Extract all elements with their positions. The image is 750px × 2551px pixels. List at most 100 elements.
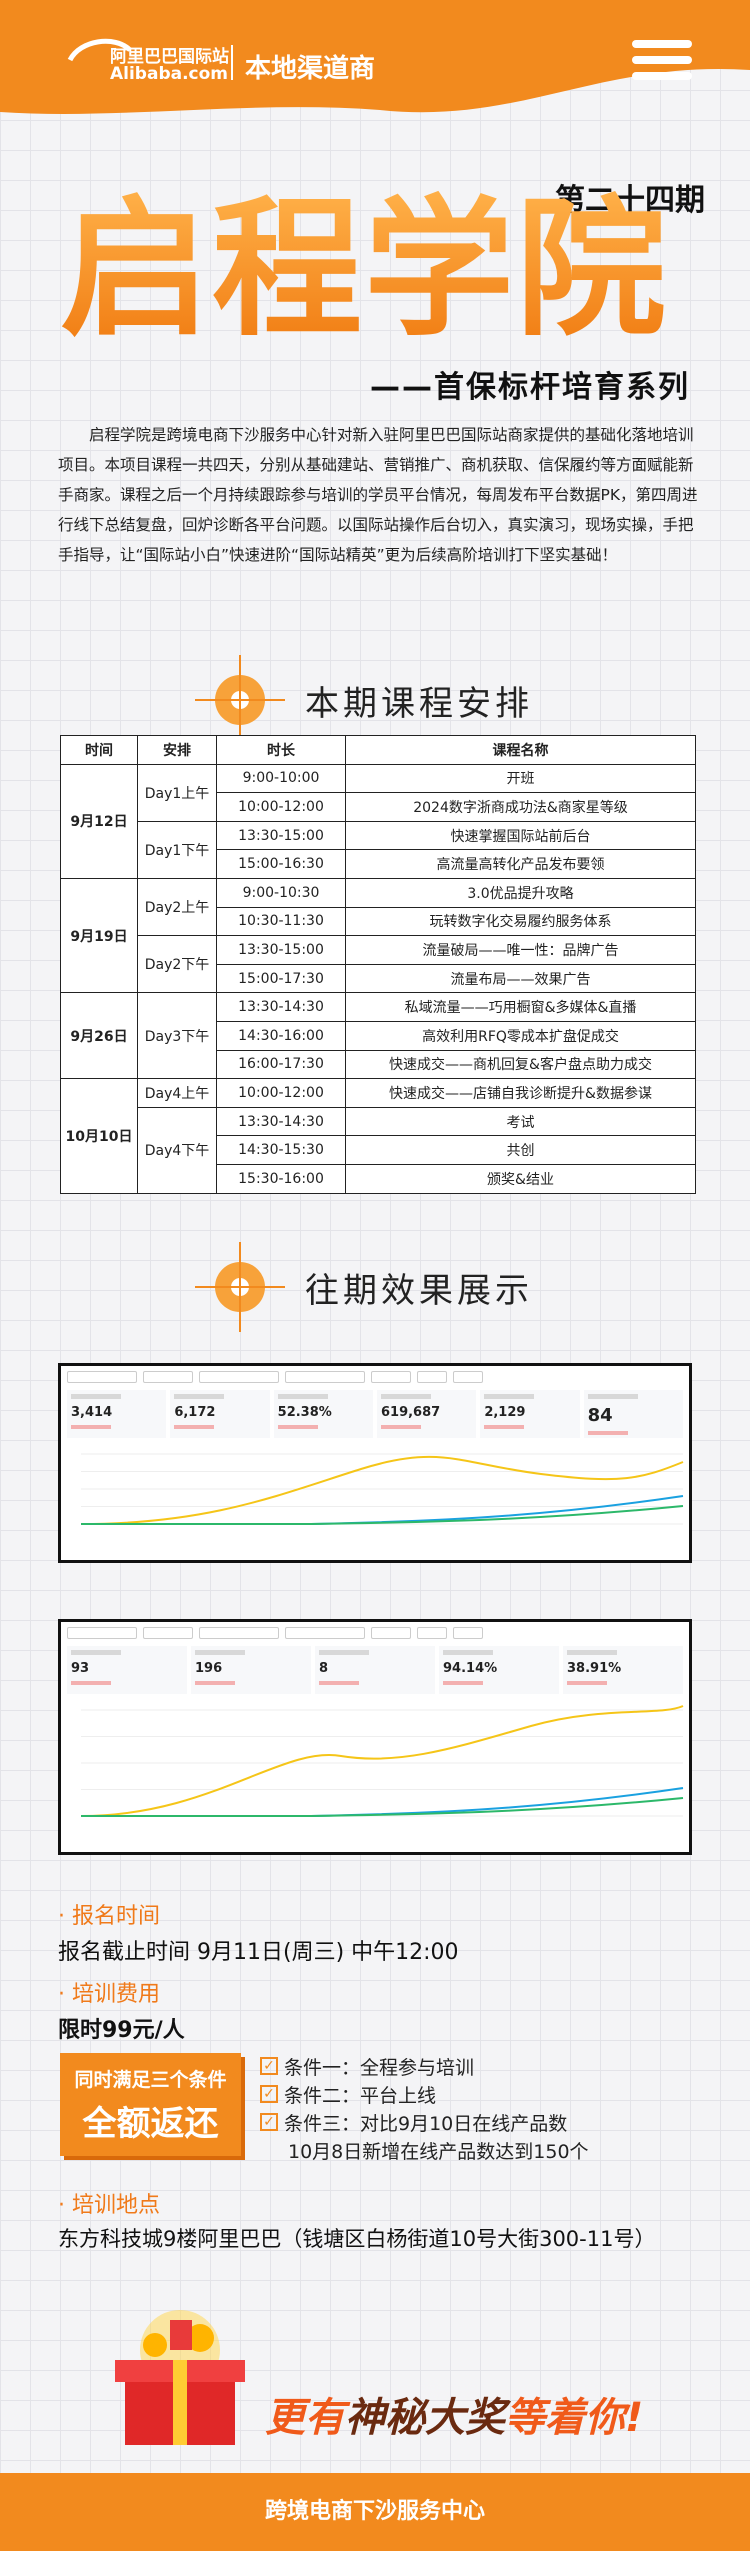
toolbar [61,1366,689,1388]
metric-card: 84 [583,1390,683,1438]
toolbar-field [453,1371,483,1383]
checkbox-icon: ✓ [260,2085,278,2103]
course-cell: 快速成交——商机回复&客户盘点助力成交 [345,1049,696,1080]
time-cell: 10:00-12:00 [216,792,346,822]
signup-label: · 报名时间 [58,1904,161,1929]
fee-text: 限时99元/人 [58,2018,185,2043]
toolbar-field [371,1627,411,1639]
metric-value: 84 [587,1405,613,1426]
trend-line [81,1797,684,1817]
hero-title: 启程学院 [60,185,700,355]
trend-line [81,1495,684,1525]
toolbar-field [67,1627,137,1639]
column-header: 安排 [137,735,217,765]
metric-caption [195,1681,235,1685]
channel: 本地渠道商 [245,54,376,84]
trend-line [81,1505,684,1525]
checkbox-icon: ✓ [260,2057,278,2075]
time-cell: 13:30-14:30 [216,992,346,1022]
schedule-row: 14:30-15:30 共创 [61,1135,696,1165]
label-text: 培训费用 [72,1982,161,2007]
session-cell: Day2上午 [137,877,217,937]
trend-line [80,1705,684,1817]
time-cell: 13:30-15:00 [216,820,346,851]
metric-card: 6,172 [170,1390,270,1438]
metric-value: 38.91% [567,1661,622,1676]
metric-card: 8 [315,1646,435,1694]
time-cell: 15:00-16:30 [216,849,346,879]
session-cell: Day4下午 [137,1106,217,1194]
logo-cn: 阿里巴巴国际站 [110,47,229,67]
time-cell: 16:00-17:30 [216,1049,346,1080]
time-cell: 13:30-14:30 [216,1106,346,1137]
signup-text: 报名截止时间 9月11日(周三) 中午12:00 [58,1940,459,1965]
toolbar [61,1622,689,1644]
toolbar-field [199,1627,279,1639]
schedule-row: 9月26日 Day3下午 13:30-14:30 私域流量——巧用橱窗&多媒体&直播 [60,992,696,1080]
time-cell: 14:30-15:30 [216,1135,346,1165]
course-cell: 高流量高转化产品发布要领 [345,849,696,879]
metric-card: 2,129 [480,1390,580,1438]
gift-illustration [115,2310,245,2445]
session-cell: Day2下午 [137,935,217,994]
metric-card: 52.38% [273,1390,373,1438]
schedule-row: Day2下午 13:30-15:00 流量破局——唯一性：品牌广告 [61,935,696,994]
condition-text: 条件三：对比9月10日在线产品数 [284,2112,568,2135]
metric-caption [71,1681,111,1685]
metric-card: 93 [67,1646,187,1694]
metric-value: 8 [319,1661,329,1676]
schedule-row: 16:00-17:30 快速成交——商机回复&客户盘点助力成交 [61,1049,696,1080]
metric-value: 3,414 [71,1405,113,1420]
trend-chart [80,1453,684,1525]
condition-line: 10月8日新增在线产品数达到150个 [260,2136,700,2164]
metric-card: 94.14% [439,1646,559,1694]
schedule-row: 15:30-16:00 颁奖&结业 [61,1163,696,1194]
metric-caption [484,1425,525,1429]
metric-card: 38.91% [563,1646,683,1694]
toolbar-field [143,1627,193,1639]
conditions: ✓ 条件一：全程参与培训 ✓ 条件二：平台上线 ✓ 条件三：对比9月10日在线产品数 10月… [260,2052,700,2164]
toolbar-field [417,1627,447,1639]
metric-card: 3,414 [67,1390,167,1438]
schedule-row: Day1下午 13:30-15:00 快速掌握国际站前后台 [61,820,696,879]
metric-row: 3,414 6,172 52.38% 619,687 2,129 84 [61,1388,689,1440]
trend-line [81,1787,684,1817]
metric-value: 6,172 [174,1405,216,1420]
schedule-row: 10:00-12:00 2024数字浙商成功法&商家星等级 [61,792,696,822]
course-cell: 共创 [345,1135,696,1165]
issue: 第二十四期 [555,175,705,219]
metric-caption [380,1394,431,1399]
toolbar-field [417,1371,447,1383]
trend-line [80,1455,684,1525]
schedule-row: 14:30-16:00 高效利用RFQ零成本扩盘促成交 [61,1020,696,1051]
time-cell: 10:00-12:00 [216,1078,346,1108]
metric-caption [567,1681,607,1685]
metric-caption [195,1650,245,1655]
condition-line: ✓ 条件三：对比9月10日在线产品数 [260,2108,700,2136]
target-icon [195,1242,285,1332]
time-cell: 13:30-15:00 [216,935,346,965]
metric-card: 196 [191,1646,311,1694]
time-cell: 10:30-11:30 [216,906,346,937]
metric-caption [277,1394,328,1399]
schedule-row: 15:00-16:30 高流量高转化产品发布要领 [61,849,696,879]
venue-text: 东方科技城9楼阿里巴巴（钱塘区白杨街道10号大街300-11号） [58,2227,656,2251]
schedule-heading: 本期课程安排 [305,684,533,724]
schedule-row: 9月19日 Day2上午 9:00-10:30 3.0优品提升攻略 [60,877,696,994]
course-cell: 考试 [345,1106,696,1137]
metric-caption [319,1650,369,1655]
refund-badge: 同时满足三个条件 全额返还 [60,2053,241,2156]
promo: 更有神秘大奖等着你! [265,2385,643,2443]
metric-caption [443,1650,493,1655]
trend-chart [80,1705,684,1817]
results-heading: 往期效果展示 [305,1271,533,1311]
metric-caption [484,1394,535,1399]
course-cell: 2024数字浙商成功法&商家星等级 [345,792,696,822]
toolbar-field [199,1371,279,1383]
metric-value: 619,687 [380,1405,441,1420]
venue-label: · 培训地点 [58,2193,161,2218]
session-cell: Day3下午 [137,992,217,1080]
condition-line: ✓ 条件一：全程参与培训 [260,2052,700,2080]
condition-text: 条件一：全程参与培训 [284,2056,475,2079]
session-cell: Day1上午 [137,763,217,822]
